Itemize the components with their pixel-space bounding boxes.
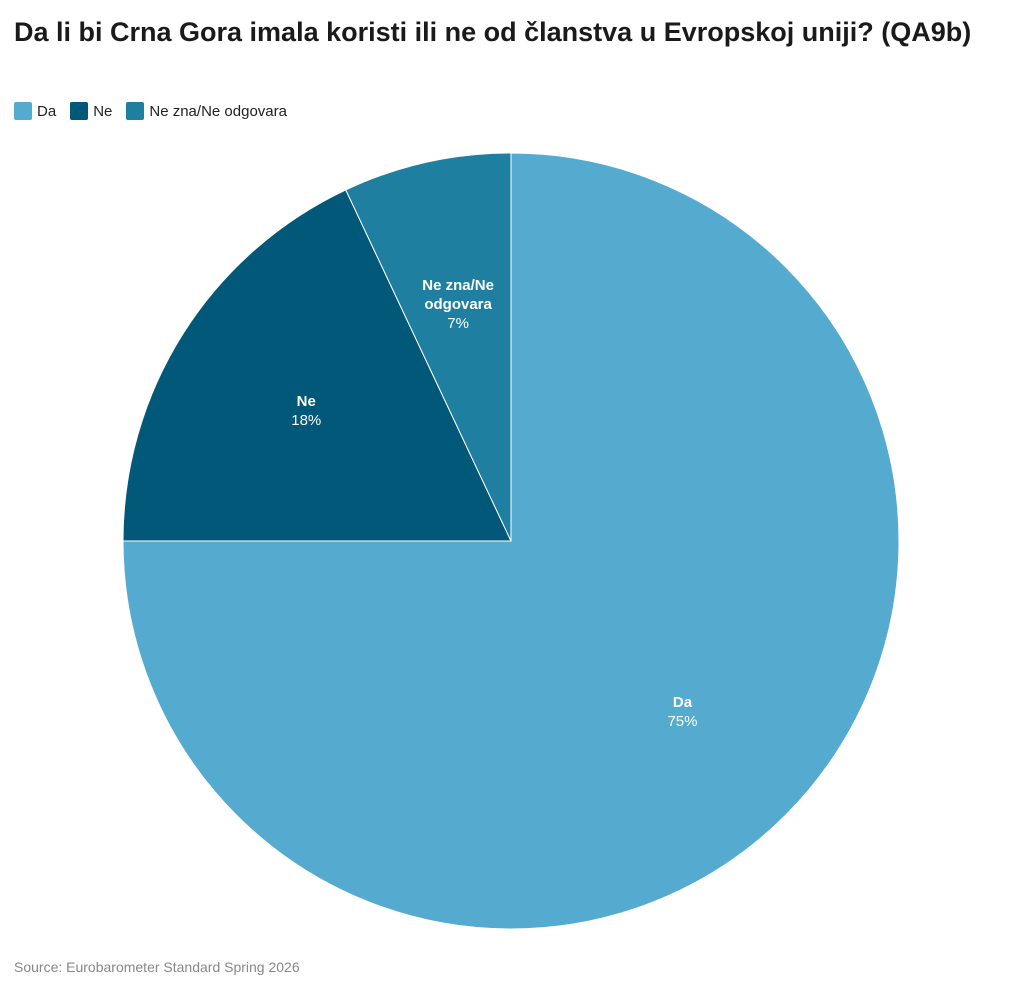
legend-item: Ne zna/Ne odgovara <box>126 102 287 120</box>
pie-slice <box>122 189 512 542</box>
slice-label: Ne zna/Ne odgovara 7% <box>398 276 518 333</box>
pie-slice <box>122 152 900 930</box>
legend-swatch <box>70 102 89 120</box>
legend-swatch <box>126 102 145 120</box>
legend: Da Ne Ne zna/Ne odgovara <box>14 102 287 120</box>
chart-title: Da li bi Crna Gora imala koristi ili ne … <box>14 17 972 47</box>
slice-value: 7% <box>447 314 469 332</box>
legend-swatch <box>14 102 32 120</box>
slice-label: Ne 18% <box>246 392 366 430</box>
slice-label: Da 75% <box>622 693 742 731</box>
legend-label: Ne <box>93 102 113 120</box>
source: Source: Eurobarometer Standard Spring 20… <box>14 959 300 975</box>
legend-item: Ne <box>70 102 112 120</box>
pie-slice <box>345 152 512 542</box>
slice-name: Ne <box>296 393 316 411</box>
legend-item: Da <box>14 102 56 120</box>
legend-label: Da <box>37 102 57 120</box>
slice-name: Da <box>672 694 693 712</box>
legend-label: Ne zna/Ne odgovara <box>149 102 287 120</box>
slice-name: Ne zna/Ne odgovara <box>422 276 494 313</box>
slice-value: 75% <box>667 713 698 731</box>
slice-value: 18% <box>291 412 322 430</box>
